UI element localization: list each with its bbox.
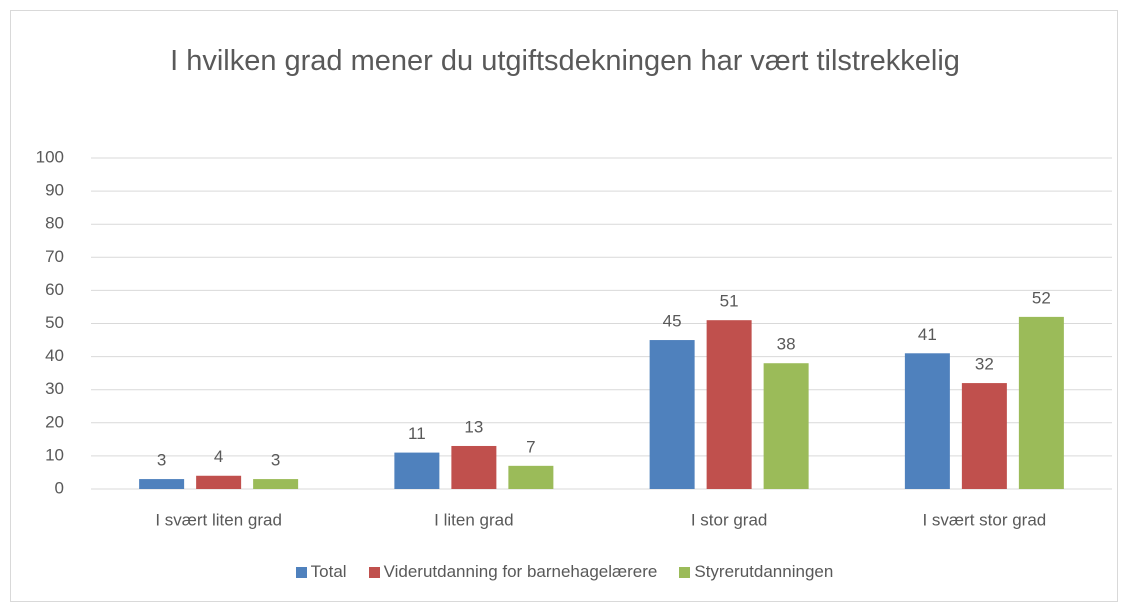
legend-label: Total (310, 562, 347, 581)
bar (253, 479, 299, 489)
legend: Total Viderutdanning for barnehagelærere S… (0, 562, 1129, 582)
bar (394, 452, 440, 489)
data-label: 52 (1032, 288, 1051, 307)
data-label: 45 (663, 312, 682, 331)
bar (139, 479, 185, 489)
data-label: 38 (777, 335, 796, 354)
legend-item: Total (295, 562, 347, 582)
bar (706, 320, 752, 489)
data-label: 51 (720, 292, 739, 311)
x-tick-label: I liten grad (434, 510, 513, 529)
y-tick-label: 20 (45, 412, 64, 431)
chart-title: I hvilken grad mener du utgiftsdekningen… (170, 45, 960, 77)
data-label: 3 (271, 451, 280, 470)
data-label: 7 (526, 437, 535, 456)
y-tick-label: 90 (45, 181, 64, 200)
bar (508, 465, 554, 489)
y-tick-label: 30 (45, 379, 64, 398)
legend-item: Styrerutdanningen (679, 562, 833, 582)
y-tick-label: 100 (36, 147, 64, 166)
legend-item: Viderutdanning for barnehagelærere (368, 562, 658, 582)
x-tick-label: I svært stor grad (922, 510, 1046, 529)
x-tick-label: I stor grad (691, 510, 768, 529)
bar (1018, 316, 1064, 489)
data-label: 32 (975, 355, 994, 374)
x-tick-label: I svært liten grad (155, 510, 282, 529)
bar (763, 363, 809, 489)
bar (904, 353, 950, 489)
legend-swatch (368, 566, 380, 578)
legend-swatch (295, 566, 307, 578)
y-tick-label: 40 (45, 346, 64, 365)
bar (451, 445, 497, 489)
legend-label: Styrerutdanningen (694, 562, 834, 581)
data-label: 4 (214, 447, 223, 466)
data-label: 11 (408, 424, 426, 443)
bar (961, 383, 1007, 489)
y-tick-label: 60 (45, 280, 64, 299)
y-tick-label: 10 (45, 445, 64, 464)
legend-swatch (679, 566, 691, 578)
y-tick-label: 80 (45, 214, 64, 233)
y-tick-label: 0 (55, 478, 64, 497)
data-label: 41 (918, 325, 937, 344)
y-tick-label: 70 (45, 247, 64, 266)
legend-label: Viderutdanning for barnehagelærere (383, 562, 658, 581)
chart-frame (10, 10, 1118, 602)
y-tick-label: 50 (45, 313, 64, 332)
data-label: 13 (464, 417, 483, 436)
bar (196, 475, 242, 489)
bar (649, 340, 695, 489)
data-label: 3 (157, 451, 166, 470)
